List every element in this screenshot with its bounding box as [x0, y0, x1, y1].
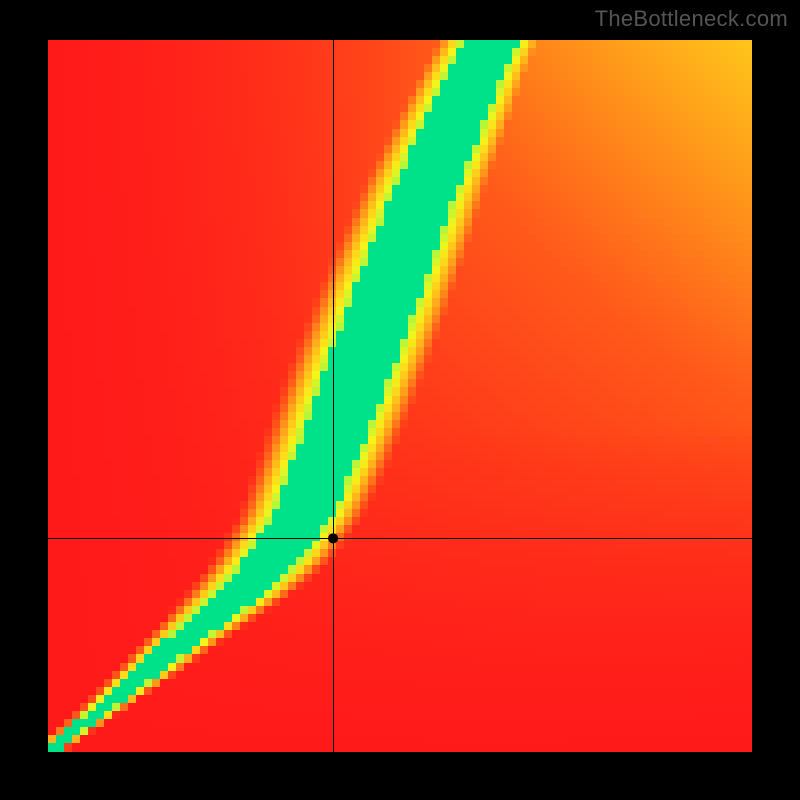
- figure-container: TheBottleneck.com: [0, 0, 800, 800]
- overlay-canvas: [48, 40, 752, 752]
- plot-area: [48, 40, 752, 752]
- watermark-label: TheBottleneck.com: [595, 6, 788, 32]
